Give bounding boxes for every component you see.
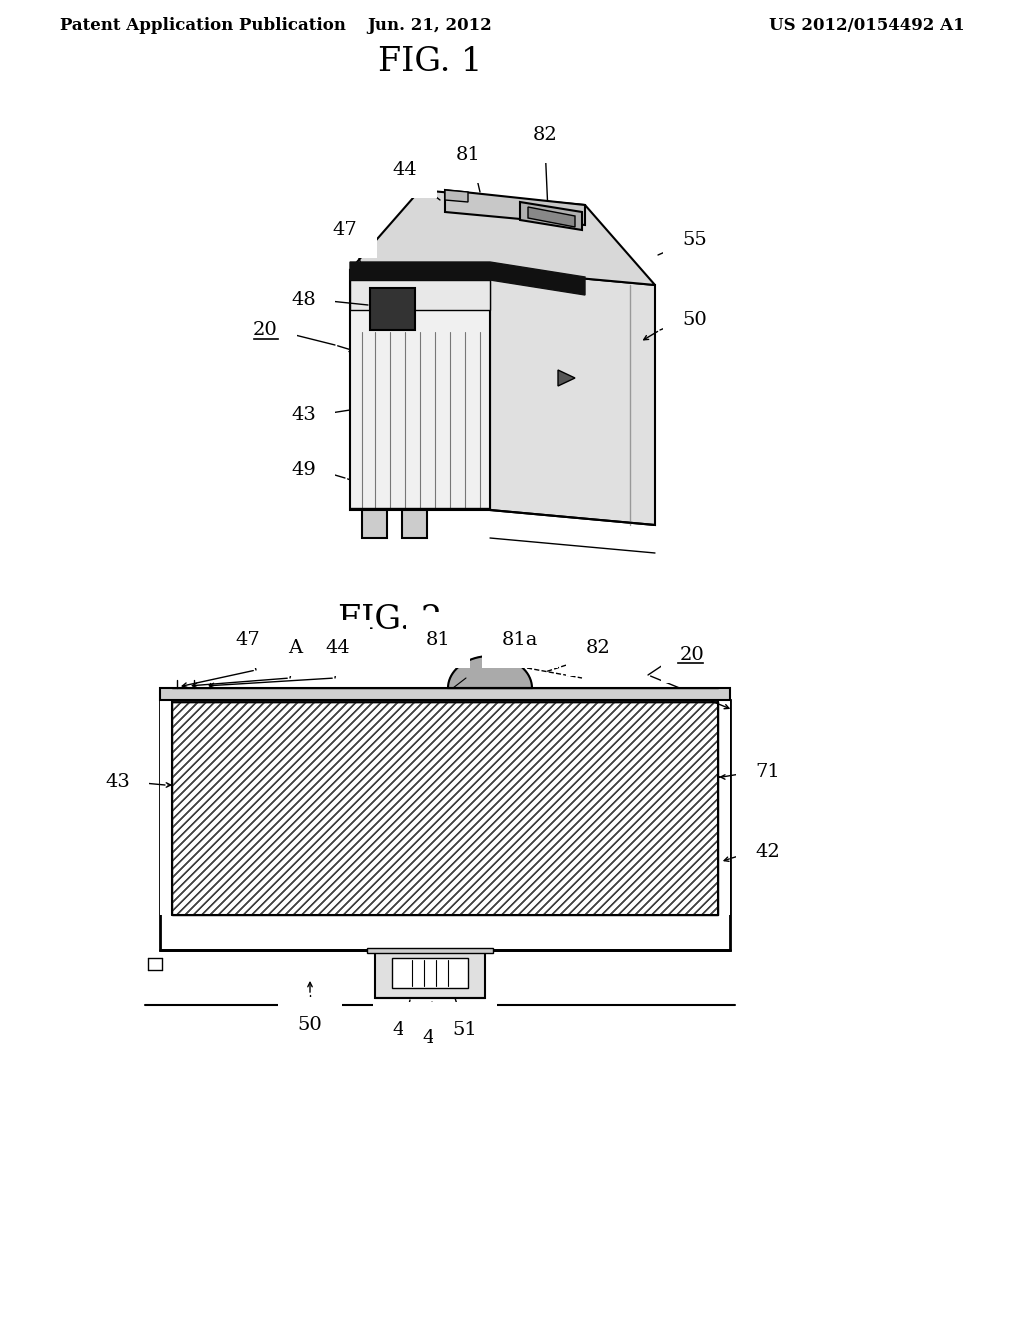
Polygon shape xyxy=(367,948,493,953)
Text: 82: 82 xyxy=(532,125,557,144)
Polygon shape xyxy=(350,190,655,285)
Text: 20: 20 xyxy=(680,645,705,664)
Text: Jun. 21, 2012: Jun. 21, 2012 xyxy=(368,16,493,33)
Text: FIG. 1: FIG. 1 xyxy=(378,46,482,78)
Polygon shape xyxy=(528,207,575,227)
Text: 47: 47 xyxy=(236,631,260,649)
Text: 81: 81 xyxy=(456,147,480,164)
Text: 82: 82 xyxy=(586,639,610,657)
Text: 48: 48 xyxy=(291,290,316,309)
Text: 50: 50 xyxy=(298,1016,323,1034)
Polygon shape xyxy=(350,261,585,294)
Text: FIG. 2: FIG. 2 xyxy=(338,605,442,636)
Polygon shape xyxy=(520,202,582,230)
Polygon shape xyxy=(350,271,490,510)
Text: 51: 51 xyxy=(453,1020,477,1039)
Text: 46: 46 xyxy=(392,1020,418,1039)
Polygon shape xyxy=(490,271,655,525)
Polygon shape xyxy=(558,370,575,385)
Text: Patent Application Publication: Patent Application Publication xyxy=(60,16,346,33)
Polygon shape xyxy=(172,702,718,915)
Polygon shape xyxy=(160,700,172,915)
Text: 45: 45 xyxy=(423,1030,447,1047)
Polygon shape xyxy=(370,288,415,330)
Polygon shape xyxy=(392,958,468,987)
Polygon shape xyxy=(402,510,427,539)
Text: 49: 49 xyxy=(291,461,316,479)
Text: 43: 43 xyxy=(291,407,316,424)
Text: 71: 71 xyxy=(755,763,779,781)
Text: 47: 47 xyxy=(333,220,357,239)
Polygon shape xyxy=(445,190,468,202)
Polygon shape xyxy=(445,190,585,224)
Text: 81a: 81a xyxy=(502,631,539,649)
Polygon shape xyxy=(375,950,485,998)
Text: 20: 20 xyxy=(253,321,278,339)
Polygon shape xyxy=(449,656,532,688)
Polygon shape xyxy=(160,688,730,700)
Text: A: A xyxy=(288,639,302,657)
Text: 42: 42 xyxy=(755,843,779,861)
Text: 50: 50 xyxy=(683,312,708,329)
Polygon shape xyxy=(350,280,490,310)
Text: 43: 43 xyxy=(105,774,130,791)
Text: 44: 44 xyxy=(392,161,418,180)
Polygon shape xyxy=(718,700,730,915)
Text: US 2012/0154492 A1: US 2012/0154492 A1 xyxy=(769,16,965,33)
Text: 81: 81 xyxy=(426,631,451,649)
Polygon shape xyxy=(362,510,387,539)
Text: 44: 44 xyxy=(326,639,350,657)
Text: 55: 55 xyxy=(683,231,708,249)
